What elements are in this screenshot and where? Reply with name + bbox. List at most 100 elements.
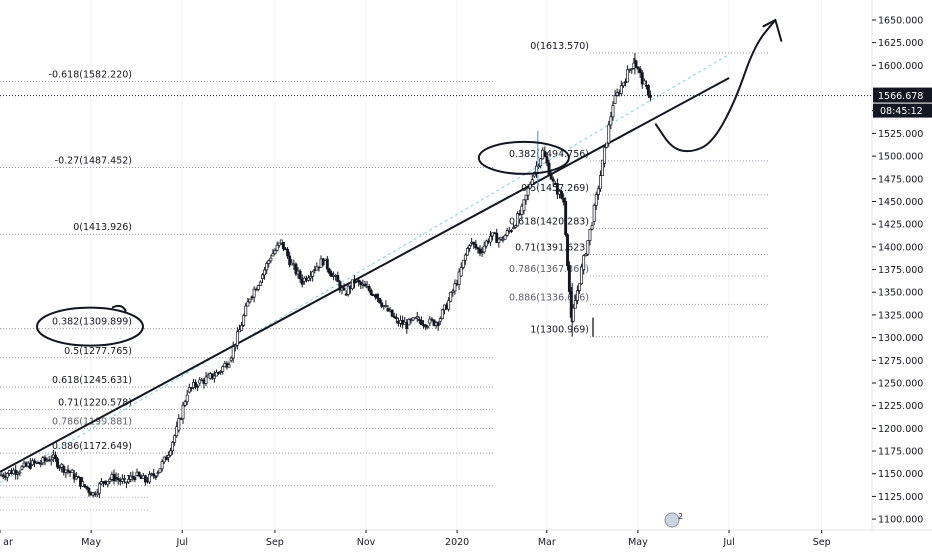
- candle-body: [171, 442, 175, 452]
- candle-body: [336, 275, 340, 282]
- candle-body: [1, 474, 5, 477]
- candle-body: [277, 242, 281, 246]
- candle-body: [177, 418, 181, 431]
- candle-body: [108, 479, 112, 482]
- fib1-level-label: -0.618(1582.220): [49, 69, 132, 80]
- price-tick-label: 1500.000: [878, 152, 923, 163]
- fib1-level-label: 0.71(1220.578): [58, 398, 132, 409]
- candle-body: [463, 254, 467, 261]
- candle-body: [133, 477, 137, 480]
- candle-body: [539, 158, 543, 167]
- candle-body: [58, 466, 62, 469]
- candle-body: [482, 245, 486, 253]
- candle-body: [346, 285, 350, 295]
- price-tick-label: 1300.000: [878, 333, 923, 344]
- price-tick-label: 1325.000: [878, 310, 923, 321]
- candle-body: [219, 371, 223, 373]
- candle-body: [106, 480, 110, 485]
- candle-body: [212, 375, 216, 379]
- candle-body: [20, 466, 24, 470]
- candle-body: [231, 346, 235, 359]
- candle-body: [258, 281, 262, 286]
- price-tick-label: 1375.000: [878, 265, 923, 276]
- candle-body: [143, 475, 147, 483]
- candle-body: [60, 463, 64, 468]
- candle-body: [5, 473, 9, 478]
- candle-body: [309, 276, 313, 279]
- candle-body: [415, 315, 419, 319]
- candle-body: [181, 404, 185, 420]
- forecast-arrowhead: [762, 18, 783, 42]
- candle-body: [598, 175, 602, 190]
- candle-body: [269, 257, 273, 262]
- candle-body: [640, 72, 644, 85]
- candle-body: [221, 366, 225, 372]
- price-tick-label: 1125.000: [878, 492, 923, 503]
- candle-body: [560, 190, 564, 199]
- candle-body: [175, 426, 179, 437]
- countdown-badge: [873, 103, 932, 118]
- countdown-label: 08:45:12: [880, 106, 923, 117]
- candle-body: [267, 260, 271, 264]
- time-tick-label: May: [628, 537, 648, 548]
- candle-body: [526, 187, 530, 196]
- candle-body: [630, 68, 634, 70]
- time-tick-label: Mar: [538, 537, 556, 548]
- candle-body: [503, 234, 507, 240]
- candle-body: [330, 272, 333, 277]
- chart-logo-text: 2: [678, 512, 683, 521]
- candle-body: [588, 228, 592, 241]
- candle-body: [288, 255, 292, 266]
- candle-body: [580, 266, 584, 285]
- candle-body: [350, 279, 354, 290]
- candle-body: [514, 225, 518, 228]
- candle-body: [242, 315, 246, 326]
- candle-body: [394, 317, 398, 319]
- candle-body: [246, 301, 250, 307]
- candle-body: [325, 258, 329, 270]
- forecast-path: [654, 18, 777, 153]
- candle-body: [466, 248, 469, 256]
- candle-body: [194, 382, 198, 387]
- candle-body: [14, 469, 18, 475]
- candle-body: [626, 69, 630, 83]
- candle-body: [342, 287, 346, 291]
- candle-body: [376, 293, 379, 299]
- candle-body: [459, 267, 463, 277]
- candle-body: [447, 300, 451, 310]
- candle-body: [592, 205, 596, 222]
- candle-body: [628, 69, 632, 71]
- candle-body: [338, 281, 342, 291]
- candle-body: [164, 456, 168, 461]
- candle-body: [378, 298, 382, 304]
- ellipse-tail: [111, 304, 127, 313]
- candle-body: [582, 255, 586, 270]
- candle-body: [380, 302, 384, 307]
- fib1-level-label: 0.886(1172.649): [52, 441, 132, 452]
- candle-body: [430, 318, 434, 321]
- candle-body: [152, 473, 156, 477]
- annotation-layer: [36, 18, 783, 347]
- candle-body: [636, 67, 640, 70]
- candle-body: [359, 281, 363, 285]
- candle-body: [642, 80, 646, 85]
- candle-body: [87, 488, 91, 493]
- price-tick-label: 1175.000: [878, 447, 923, 458]
- price-tick-label: 1650.000: [878, 15, 923, 26]
- price-tick-label: 1100.000: [878, 515, 923, 526]
- candle-body: [363, 283, 367, 287]
- candle-body: [476, 247, 480, 250]
- candle-body: [562, 197, 566, 203]
- fib2-level-label: 0.5(1457.269): [521, 183, 589, 194]
- candle-body: [148, 474, 151, 483]
- candle-body: [369, 290, 373, 296]
- time-tick-label: ar: [3, 537, 13, 548]
- candle-body: [449, 292, 453, 302]
- candle-body: [156, 472, 160, 475]
- candle-body: [497, 238, 501, 243]
- time-tick-label: Jul: [176, 537, 188, 548]
- candle-body: [321, 258, 325, 266]
- fib1-level-label: -0.27(1487.452): [55, 155, 132, 166]
